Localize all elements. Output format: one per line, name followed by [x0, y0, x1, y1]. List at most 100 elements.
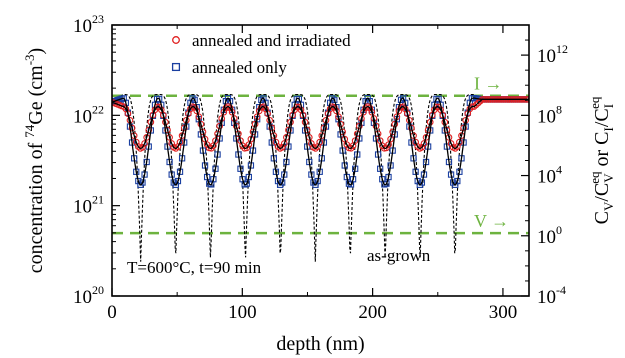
left-axis-label: concentration of 74Ge (cm-3) — [22, 48, 47, 273]
data-point — [426, 118, 434, 126]
tick-base: 10 — [73, 287, 92, 308]
data-point — [456, 138, 463, 146]
data-point — [326, 105, 334, 113]
reference-label-V: V → — [474, 211, 509, 231]
data-point — [139, 179, 146, 186]
conditions-label: T=600°C, t=90 min — [127, 258, 262, 277]
data-point — [247, 135, 255, 143]
right-tick-label: 10-4 — [537, 283, 566, 308]
data-point — [316, 138, 324, 146]
tick-base: 10 — [537, 106, 556, 127]
tick-base: 10 — [73, 106, 92, 127]
right-tick-label: 1012 — [537, 42, 568, 67]
data-point — [337, 120, 344, 128]
tick-base: 10 — [537, 167, 556, 188]
subscript: I — [601, 127, 616, 131]
data-point — [201, 135, 209, 143]
data-point — [408, 124, 415, 132]
left-tick-label: 1021 — [73, 193, 104, 218]
x-axis-label: depth (nm) — [276, 333, 364, 355]
text-part: or C — [591, 132, 613, 172]
data-point — [355, 122, 363, 130]
data-point — [268, 124, 276, 132]
legend: annealed and irradiated annealed only — [171, 31, 351, 77]
reference-label-text: I → — [474, 74, 503, 94]
x-tick-label: 300 — [489, 302, 518, 323]
left-tick-label: 1023 — [73, 12, 104, 37]
data-point — [320, 124, 328, 132]
data-point — [251, 120, 259, 128]
data-point — [366, 98, 373, 105]
superscript: -3 — [22, 54, 37, 65]
data-point — [145, 126, 153, 134]
data-point — [168, 140, 176, 147]
data-point — [312, 145, 319, 152]
data-point — [441, 118, 449, 126]
data-point — [447, 140, 455, 147]
fit-curve-annealed-only — [112, 97, 529, 186]
data-point — [460, 124, 467, 132]
series-layer — [112, 93, 529, 262]
tick-base: 10 — [73, 16, 92, 37]
fit-curve-annealed-and-irradiated — [112, 98, 529, 150]
legend-marker-square — [171, 62, 181, 72]
data-point — [232, 122, 240, 130]
data-point — [451, 145, 459, 152]
data-point — [174, 177, 182, 185]
legend-label: annealed and irradiated — [192, 31, 351, 50]
data-point — [372, 122, 380, 130]
tick-exponent: 12 — [556, 42, 568, 56]
data-point — [176, 138, 184, 146]
data-point — [454, 177, 461, 185]
data-point — [285, 126, 292, 134]
data-point — [212, 137, 219, 145]
data-point — [420, 140, 428, 147]
tick-exponent: 22 — [92, 102, 104, 116]
legend-label: annealed only — [192, 58, 287, 77]
data-point — [308, 140, 315, 147]
data-point — [418, 179, 426, 186]
data-point — [314, 177, 321, 185]
superscript: eq — [587, 171, 602, 184]
x-tick-label: 100 — [228, 302, 257, 323]
tick-exponent: 23 — [92, 12, 104, 26]
data-point — [147, 118, 155, 126]
data-point — [274, 143, 282, 150]
data-point — [301, 118, 309, 126]
text-part: Ge (cm — [25, 65, 47, 125]
data-point — [287, 118, 294, 126]
annotations: I → V → T=600°C, t=90 min as-grown — [127, 74, 509, 277]
superscript: 74 — [22, 124, 37, 138]
data-point — [472, 101, 480, 109]
data-point — [172, 145, 180, 152]
data-point — [216, 122, 223, 130]
legend-marker-circle — [172, 36, 180, 44]
tick-exponent: 8 — [556, 102, 562, 116]
data-point — [197, 120, 205, 128]
tick-exponent: 21 — [92, 193, 104, 207]
right-tick-label: 108 — [537, 102, 562, 127]
left-tick-label: 1020 — [73, 283, 104, 308]
left-tick-label: 1022 — [73, 102, 104, 127]
tick-exponent: 0 — [556, 223, 562, 237]
data-point — [474, 99, 482, 107]
x-tick-label: 200 — [358, 302, 387, 323]
data-point — [187, 105, 194, 113]
subscript: V — [601, 201, 616, 211]
text-part: /C — [591, 108, 613, 127]
x-tick-label: 0 — [107, 302, 117, 323]
as-grown-label: as-grown — [367, 246, 431, 265]
subscript: V — [601, 173, 616, 183]
right-tick-label: 100 — [537, 223, 562, 248]
data-point — [128, 124, 136, 132]
superscript: eq — [587, 96, 602, 109]
reference-lines — [112, 94, 529, 235]
tick-exponent: 20 — [92, 283, 104, 297]
reference-label-text: V → — [474, 211, 509, 231]
data-point — [180, 124, 188, 132]
data-point — [341, 135, 349, 143]
text-part: C — [591, 211, 613, 224]
subscript: I — [601, 104, 616, 108]
